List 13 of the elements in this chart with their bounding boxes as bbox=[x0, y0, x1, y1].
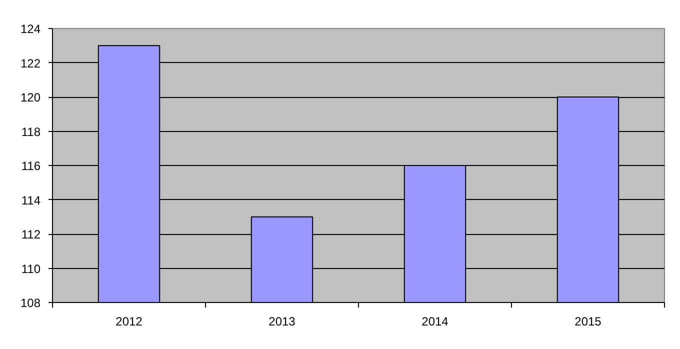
y-tick-label: 122 bbox=[20, 56, 41, 70]
y-tick-label: 120 bbox=[20, 90, 41, 104]
y-tick-label: 114 bbox=[21, 193, 41, 208]
y-tick-label: 116 bbox=[21, 159, 41, 173]
x-tick-label: 2015 bbox=[574, 314, 602, 328]
y-tick-label: 112 bbox=[21, 228, 41, 242]
y-tick-label: 108 bbox=[20, 296, 41, 310]
x-tick-label: 2014 bbox=[422, 314, 449, 328]
x-tick-label: 2012 bbox=[116, 314, 143, 328]
x-tick-label: 2013 bbox=[268, 314, 296, 328]
y-tick-label: 118 bbox=[21, 124, 41, 139]
y-tick-label: 124 bbox=[20, 22, 41, 36]
y-tick-label: 110 bbox=[21, 262, 41, 276]
